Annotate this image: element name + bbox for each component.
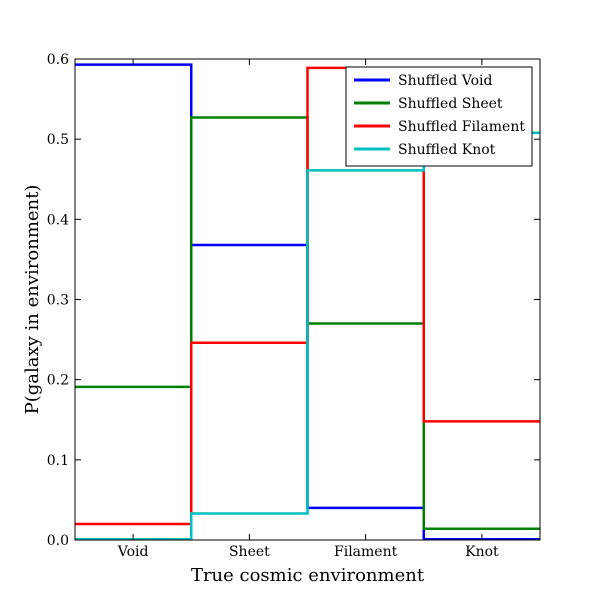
x-tick-label-filament: Filament xyxy=(334,544,398,560)
y-tick-label: 0.0 xyxy=(47,533,69,549)
y-tick-label: 0.6 xyxy=(47,52,69,68)
ticks-layer: 0.0 0.1 0.2 0.3 0.4 0.5 0.6 Void Sheet Filament Kn… xyxy=(47,52,540,560)
y-tick-label: 0.4 xyxy=(47,212,69,228)
legend-label-shuffled-filament: Shuffled Filament xyxy=(398,119,525,135)
y-tick-label: 0.1 xyxy=(47,453,69,469)
y-tick-label: 0.2 xyxy=(47,373,69,389)
legend-label-shuffled-void: Shuffled Void xyxy=(398,73,492,89)
y-tick-label: 0.3 xyxy=(47,293,69,309)
y-tick-label: 0.5 xyxy=(47,132,69,148)
legend-label-shuffled-sheet: Shuffled Sheet xyxy=(398,96,503,112)
legend-label-shuffled-knot: Shuffled Knot xyxy=(398,142,496,158)
x-tick-label-knot: Knot xyxy=(465,544,499,560)
y-axis-title: P(galaxy in environment) xyxy=(22,185,43,415)
series-line-shuffled-knot xyxy=(75,131,540,541)
x-tick-label-void: Void xyxy=(117,544,149,560)
legend: Shuffled Void Shuffled Sheet Shuffled Fila… xyxy=(345,66,533,167)
x-tick-label-sheet: Sheet xyxy=(229,544,270,560)
x-axis-title: True cosmic environment xyxy=(191,565,425,586)
